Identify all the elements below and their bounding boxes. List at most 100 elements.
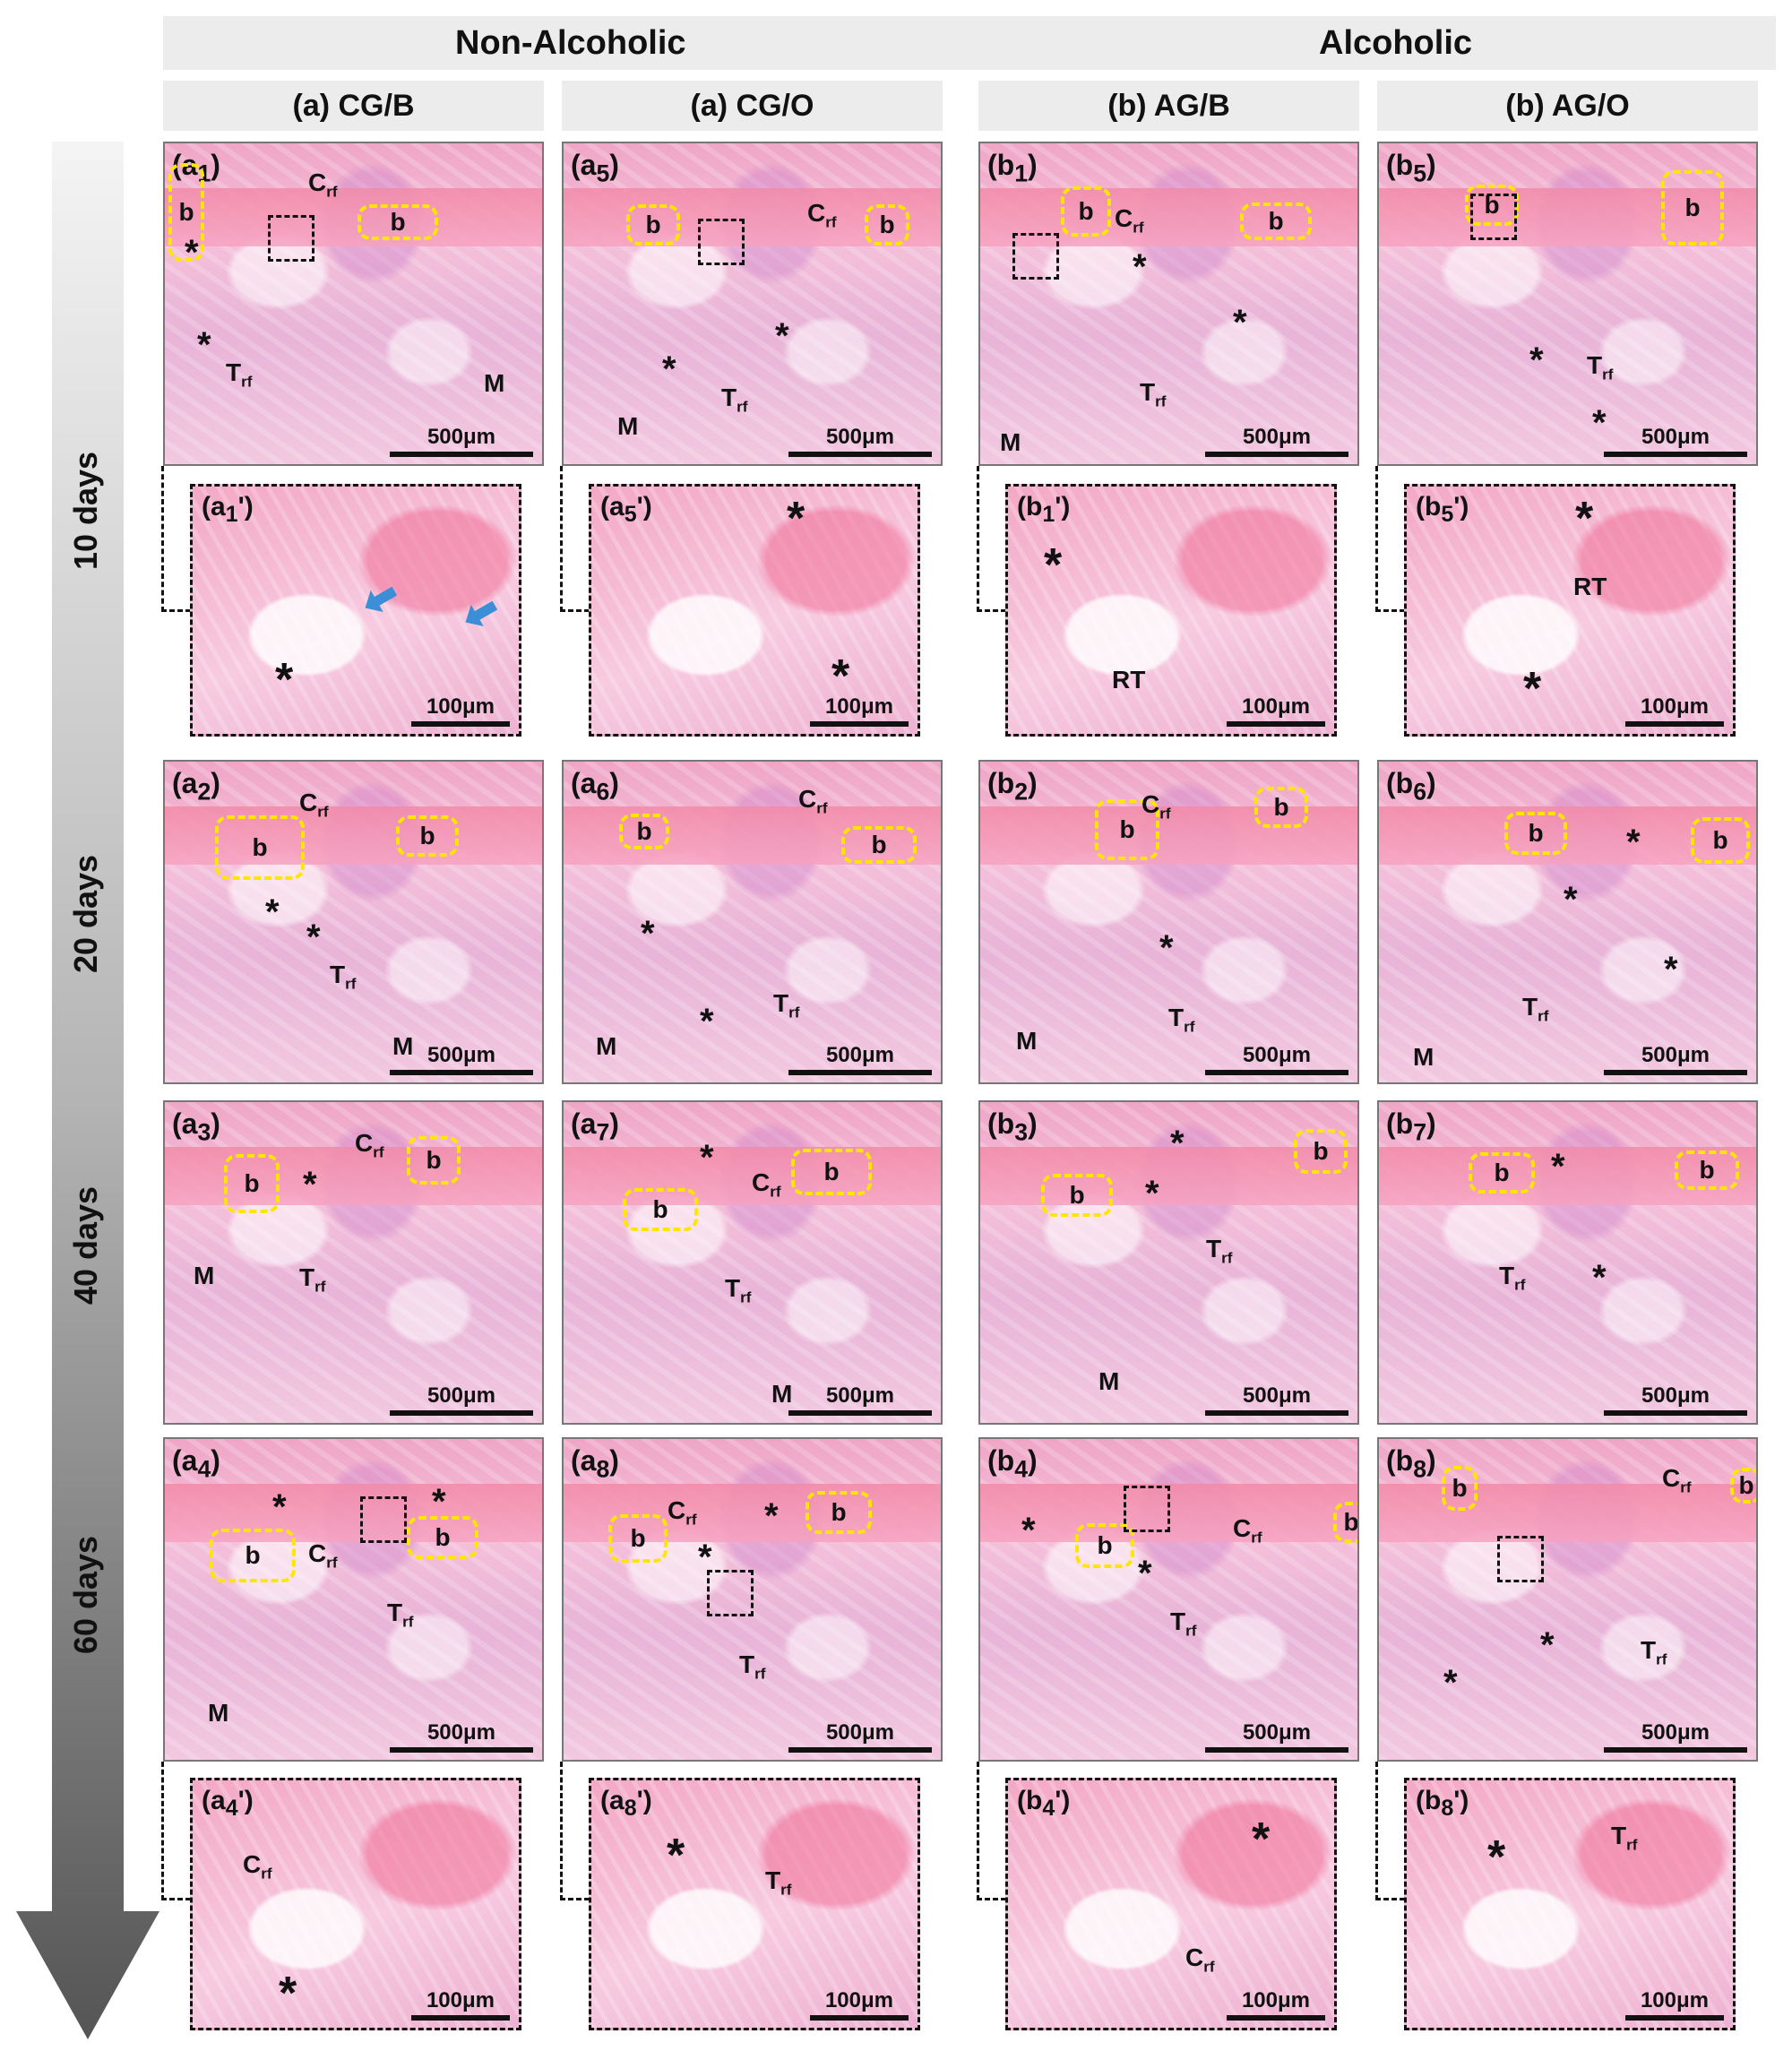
tissue-label: M <box>617 412 639 440</box>
panel-label: (b7) <box>1386 1107 1436 1146</box>
inset-label: (a1') <box>202 492 254 527</box>
roi-box <box>698 219 745 265</box>
tissue-label: Crf <box>308 1539 338 1572</box>
scaffold-star: * <box>662 349 676 389</box>
scale-bar: 100μm <box>1227 694 1325 727</box>
bone-boundary: b <box>1095 799 1159 860</box>
inset-a4p: (a4') Crf * 100μm <box>190 1778 521 2030</box>
panel-b6: (b6) b b * * * Trf M 500μm <box>1377 760 1758 1084</box>
col-ag-o: (b) AG/O <box>1377 81 1758 131</box>
inset-b4p: (b4') * Crf 100μm <box>1005 1778 1337 2030</box>
panel-b8: (b8) b b Crf * Trf * 500μm <box>1377 1437 1758 1762</box>
roi-box <box>268 215 314 262</box>
scale-bar: 500μm <box>788 425 932 457</box>
panel-a3: (a3) b b Crf * M Trf 500μm <box>163 1100 544 1425</box>
scale-bar: 500μm <box>390 1383 533 1416</box>
tissue-label: M <box>596 1032 617 1060</box>
tissue-label: M <box>1413 1043 1434 1071</box>
tissue-label: Crf <box>798 785 828 817</box>
scale-bar: 500μm <box>1205 1043 1348 1075</box>
scaffold-star: * <box>1233 303 1247 342</box>
scaffold-star: * <box>1564 880 1578 919</box>
scale-bar: 100μm <box>1227 1988 1325 2021</box>
inset-label: (a4') <box>202 1786 254 1821</box>
scaffold-star: * <box>1664 950 1678 989</box>
panel-a6: (a6) b b Crf * * Trf M 500μm <box>562 760 943 1084</box>
inset-connector <box>560 466 590 612</box>
panel-label: (b2) <box>987 767 1038 806</box>
bone-boundary: b <box>1504 812 1567 855</box>
bone-boundary: b <box>1691 817 1750 864</box>
tissue-label: Trf <box>1170 1607 1197 1640</box>
panel-label: (a4) <box>172 1444 220 1483</box>
scale-bar: 500μm <box>1205 1383 1348 1416</box>
bone-boundary: b <box>865 204 909 246</box>
bone-boundary: b <box>407 1516 478 1559</box>
day-label-20: 20 days <box>67 854 104 974</box>
group-header-bar: Non-Alcoholic Alcoholic <box>163 16 1776 70</box>
scale-bar: 500μm <box>1604 1383 1747 1416</box>
day-label-60: 60 days <box>67 1535 104 1655</box>
tissue-label: Trf <box>1641 1636 1667 1668</box>
scaffold-star: * <box>1523 663 1542 715</box>
tissue-label: Trf <box>330 961 357 993</box>
panel-label: (a7) <box>571 1107 619 1146</box>
scale-bar: 500μm <box>788 1383 932 1416</box>
tissue-band <box>1379 1484 1756 1542</box>
panel-a2: (a2) b b Crf * * Trf M 500μm <box>163 760 544 1084</box>
col-cg-o: (a) CG/O <box>562 81 943 131</box>
scaffold-star: * <box>775 316 789 356</box>
tissue-band <box>980 188 1357 246</box>
bone-boundary: b <box>608 1514 668 1563</box>
bone-boundary: b <box>210 1529 296 1582</box>
scale-bar: 500μm <box>390 1043 533 1075</box>
scale-bar: 500μm <box>1604 425 1747 457</box>
bone-boundary: b <box>841 826 917 864</box>
inset-label: (b4') <box>1017 1786 1071 1821</box>
inset-connector <box>1375 466 1405 612</box>
scaffold-star: * <box>1133 247 1147 287</box>
scale-bar: 500μm <box>1604 1043 1747 1075</box>
panel-label: (b4) <box>987 1444 1038 1483</box>
panel-label: (b3) <box>987 1107 1038 1146</box>
col-ag-b: (b) AG/B <box>978 81 1359 131</box>
scale-bar: 100μm <box>1625 1988 1724 2021</box>
scale-bar: 500μm <box>788 1720 932 1753</box>
scale-bar: 500μm <box>1205 425 1348 457</box>
scaffold-star: * <box>1443 1663 1458 1702</box>
bone-boundary: b <box>1294 1129 1348 1174</box>
scaffold-star: * <box>1551 1147 1565 1186</box>
scaffold-star: * <box>1138 1554 1152 1593</box>
scaffold-star: * <box>1626 823 1641 862</box>
bone-boundary: b <box>358 204 438 240</box>
tissue-label: Trf <box>1611 1822 1638 1854</box>
inset-b5p: (b5') * RT * 100μm <box>1404 484 1736 737</box>
panel-b5: (b5) b b * Trf * 500μm <box>1377 142 1758 466</box>
roi-box <box>360 1496 407 1543</box>
inset-a5p: (a5') * * 100μm <box>589 484 920 737</box>
panel-label: (b8) <box>1386 1444 1436 1483</box>
panel-label: (a5) <box>571 149 619 187</box>
bone-boundary: b <box>1675 1150 1739 1190</box>
scale-bar: 100μm <box>411 1988 510 2021</box>
inset-label: (a5') <box>600 492 652 527</box>
bone-boundary: b <box>1075 1523 1134 1568</box>
bone-boundary: b <box>1254 787 1308 828</box>
bone-boundary: b <box>1469 1152 1535 1194</box>
scaffold-star: * <box>831 651 850 702</box>
roi-box <box>1124 1486 1170 1532</box>
scaffold-star: * <box>1170 1124 1185 1163</box>
scaffold-star: * <box>306 918 321 957</box>
tissue-label: Crf <box>1115 204 1144 237</box>
scaffold-star: * <box>1592 403 1607 443</box>
roi-box <box>1497 1536 1544 1582</box>
panel-a5: (a5) b b Crf * * Trf M 500μm <box>562 142 943 466</box>
tissue-label: Crf <box>1185 1943 1215 1976</box>
scaffold-star: * <box>1145 1174 1159 1213</box>
bone-boundary: b <box>215 815 305 880</box>
tissue-label: Crf <box>807 199 837 231</box>
bone-boundary: b <box>1333 1502 1357 1543</box>
tissue-label: M <box>208 1699 229 1727</box>
tissue-label: Crf <box>299 789 329 821</box>
scaffold-star: * <box>265 892 280 932</box>
